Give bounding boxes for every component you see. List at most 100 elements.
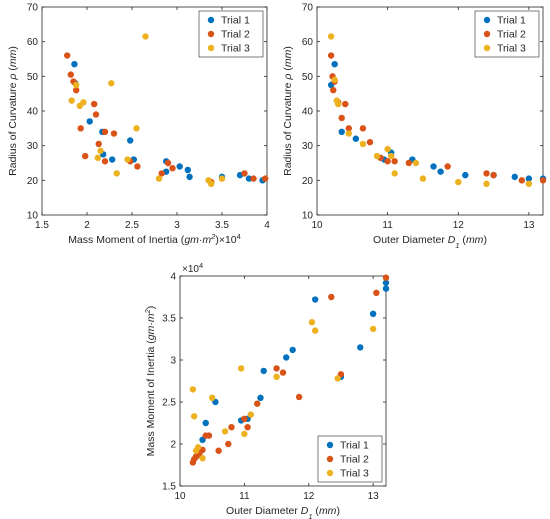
data-point [308,319,316,326]
legend-marker [207,16,215,24]
x-axis-label: Mass Moment of Inertia (gm·m2)×104 [68,232,241,247]
plot-area-frame [179,275,387,487]
data-point [384,158,391,165]
data-point [218,175,226,182]
data-point [405,159,413,167]
data-point [342,100,349,108]
data-point [202,419,209,427]
x-tick-label: 2.5 [125,220,139,231]
data-point [311,327,319,334]
data-point [109,156,116,163]
data-point [95,140,102,148]
data-point [327,33,335,40]
data-point [71,60,78,68]
legend-entry-label: Trial 2 [221,29,250,41]
data-point [430,163,437,170]
data-point [221,428,229,435]
x-tick-label: 13 [368,491,380,502]
y-tick-label: 3 [170,356,176,367]
data-point [250,175,257,182]
y-tick-label: 4 [170,272,176,283]
data-point [334,375,341,382]
y-tick-label: 30 [27,141,39,152]
data-point [110,130,118,137]
y-tick-label: 1.5 [162,482,176,493]
x-tick-label: 1.5 [35,220,49,231]
data-point [331,76,338,84]
data-point [483,170,490,177]
x-axis-label: Outer Diameter D1 (mm) [373,234,487,250]
series-trial-2 [63,52,269,186]
data-point [525,175,533,182]
data-point [462,171,469,179]
legend-entry-label: Trial 1 [340,440,369,452]
data-point [190,413,198,420]
legend: Trial 1 Trial 2 Trial 3 [317,435,383,483]
data-point [327,52,335,59]
x-tick-label: 12 [453,220,465,231]
y-tick-label: 20 [27,176,39,187]
y-tick-label: 50 [302,72,314,83]
data-point [373,289,380,296]
data-point [241,170,248,177]
data-point [94,154,102,161]
data-point [539,177,547,184]
data-point [91,100,98,108]
data-point [273,365,280,372]
data-point [155,175,163,182]
data-point [295,393,303,401]
y-tick-label: 3.5 [162,314,176,325]
legend-entry-label: Trial 2 [340,454,369,466]
data-point [169,165,176,172]
series-trial-2 [327,52,547,184]
y-exponent-label: ×104 [182,261,203,276]
legend-entry-label: Trial 3 [497,43,526,55]
y-axis-label: Radius of Curvature ρ (mm) [7,46,19,176]
data-point [124,156,131,163]
data-point [194,444,202,451]
data-point [184,166,191,174]
legend-entry-label: Trial 3 [221,43,250,55]
data-point [345,130,352,137]
data-point [164,159,172,167]
y-tick-label: 10 [27,211,39,222]
data-point [444,163,451,170]
data-point [352,135,360,142]
data-point [127,137,134,144]
x-tick-label: 10 [174,491,186,502]
y-axis-label: Radius of Curvature ρ (mm) [282,46,294,176]
x-tick-label: 11 [239,491,250,502]
series-trial-3 [189,319,377,462]
data-point [67,71,75,78]
legend-entry-label: Trial 3 [340,468,369,480]
chart-rho-vs-diameter: 10 11 12 13 10 20 30 40 50 60 70 Outer Diameter D1 … [282,3,547,250]
data-point [357,344,364,351]
data-point [186,173,193,181]
data-point [262,175,269,182]
data-point [338,128,345,135]
x-tick-label: 11 [382,220,393,231]
x-tick-label: 3 [174,220,180,231]
legend-marker [207,44,215,52]
data-point [225,440,232,448]
legend-entry-label: Trial 2 [497,29,526,41]
data-point [419,175,427,182]
data-point [205,432,213,439]
y-tick-label: 40 [302,107,314,118]
data-point [412,159,420,167]
data-point [382,285,390,292]
x-tick-label: 4 [264,220,270,231]
data-point [338,114,345,122]
x-tick-label: 3.5 [215,220,229,231]
series-trial-2 [189,274,390,466]
data-point [525,180,533,187]
data-point [289,346,296,354]
data-point [68,97,75,104]
y-tick-label: 30 [302,141,314,152]
data-point [247,411,255,418]
legend: Trial 1 Trial 2 Trial 3 [474,10,540,58]
y-tick-label: 40 [27,107,39,118]
y-tick-label: 60 [302,37,314,48]
data-point [215,447,222,454]
